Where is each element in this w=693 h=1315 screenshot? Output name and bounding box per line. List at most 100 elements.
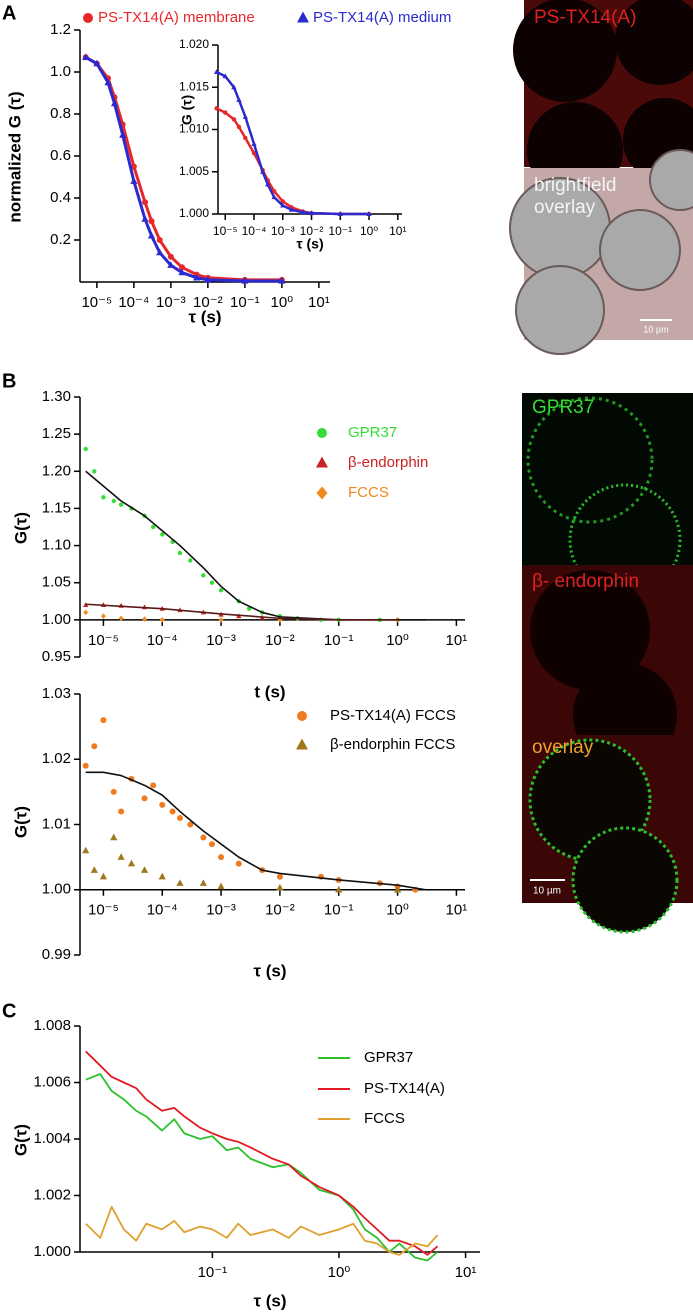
marker-diamond <box>277 616 283 623</box>
legend-label: β-endorphin FCCS <box>330 736 455 753</box>
marker-triangle <box>276 883 284 891</box>
marker-triangle <box>251 141 257 146</box>
marker-circle <box>177 550 183 556</box>
marker-circle <box>110 788 117 795</box>
legend-label: PS-TX14(A) membrane <box>98 9 255 26</box>
x-tick-label: 10⁻⁵ <box>81 294 112 311</box>
cell <box>615 0 693 85</box>
cell <box>599 209 681 291</box>
marker-triangle <box>140 866 149 873</box>
marker-circle <box>218 587 224 593</box>
cell <box>530 570 650 690</box>
marker-circle <box>101 495 106 500</box>
image-label: GPR37 <box>532 397 594 418</box>
y-tick-label: 1.10 <box>42 537 71 554</box>
x-tick-label: 10⁻¹ <box>324 902 354 919</box>
marker-circle <box>130 163 137 170</box>
series-line <box>85 603 398 621</box>
cell <box>649 149 693 211</box>
marker-circle <box>243 135 248 141</box>
x-tick-label: 10⁻⁴ <box>147 902 178 919</box>
marker-circle <box>214 106 219 111</box>
marker-triangle <box>300 209 306 215</box>
x-tick-label: 10⁻⁴ <box>242 224 267 238</box>
marker-triangle <box>82 53 90 60</box>
x-tick-label: 10¹ <box>389 224 406 238</box>
marker-triangle <box>147 231 156 239</box>
x-tick-label: 10⁰ <box>386 902 409 919</box>
marker-triangle <box>335 885 343 893</box>
marker-triangle <box>178 268 186 276</box>
series-line <box>85 1073 439 1262</box>
x-axis-label: τ (s) <box>188 307 221 326</box>
marker-diamond <box>142 616 147 622</box>
marker-diamond <box>218 616 224 623</box>
cell <box>526 396 654 524</box>
legend-marker <box>296 738 308 750</box>
marker-triangle <box>271 194 277 200</box>
marker-triangle <box>167 261 175 268</box>
chart: 0.99 1.00 1.01 1.02 1.03 10⁻⁵ 10⁻⁴ 10⁻³ 10⁻² 10⁻¹… <box>11 685 467 981</box>
panel-label: A <box>2 2 16 24</box>
y-tick-label: 1.015 <box>179 79 209 93</box>
y-tick-label: 1.05 <box>42 574 71 591</box>
marker-circle <box>160 532 165 537</box>
x-tick-label: 10⁻² <box>193 294 223 311</box>
marker-circle <box>169 808 176 815</box>
x-axis-label: τ (s) <box>253 961 286 980</box>
x-tick-label: 10⁻¹ <box>328 224 352 238</box>
marker-circle <box>142 199 149 206</box>
y-tick-label: 1.000 <box>33 1243 71 1260</box>
legend-label: PS-TX14(A) FCCS <box>330 707 456 724</box>
x-tick-label: 10⁰ <box>360 224 378 238</box>
marker-circle <box>83 446 88 452</box>
marker-circle <box>187 821 194 828</box>
y-tick-label: 0.6 <box>50 147 71 164</box>
marker-circle <box>156 237 163 243</box>
marker-circle <box>208 841 215 848</box>
legend-marker <box>316 486 328 500</box>
y-tick-label: 1.008 <box>33 1017 71 1034</box>
marker-circle <box>251 150 257 156</box>
y-tick-label: 1.20 <box>42 462 71 479</box>
marker-triangle <box>265 181 271 187</box>
y-axis-label: G(τ) <box>11 1124 30 1156</box>
y-axis-label: G(τ) <box>11 806 30 838</box>
x-tick-label: 10⁻⁵ <box>213 224 238 238</box>
series-line <box>85 771 426 891</box>
marker-circle <box>188 558 193 563</box>
x-tick-label: 10⁻¹ <box>324 632 354 649</box>
y-tick-label: 1.01 <box>42 815 71 832</box>
legend-label: GPR37 <box>348 424 397 441</box>
marker-circle <box>231 117 237 122</box>
marker-triangle <box>213 69 220 75</box>
marker-triangle <box>199 879 207 886</box>
cell <box>513 0 617 102</box>
y-tick-label: 1.020 <box>179 37 209 51</box>
x-tick-label: 10⁻² <box>300 224 324 238</box>
legend-marker <box>83 13 93 23</box>
x-tick-label: 10⁻⁵ <box>88 632 119 649</box>
panel-label: C <box>2 1000 16 1022</box>
image-label: brightfield <box>534 175 616 196</box>
x-tick-label: 10⁻⁴ <box>147 632 178 649</box>
marker-circle <box>91 743 98 750</box>
y-tick-label: 0.2 <box>50 231 71 248</box>
legend-label: FCCS <box>364 1110 405 1127</box>
image-green <box>522 393 693 565</box>
marker-triangle <box>236 97 242 102</box>
x-tick-label: 10¹ <box>455 1264 477 1281</box>
marker-triangle <box>156 248 164 256</box>
marker-circle <box>150 782 157 789</box>
marker-circle <box>236 124 242 130</box>
marker-circle <box>150 524 156 530</box>
marker-circle <box>100 717 107 724</box>
marker-circle <box>200 834 207 841</box>
y-tick-label: 0.8 <box>50 105 71 122</box>
series-line <box>85 1205 439 1256</box>
marker-diamond <box>159 616 165 623</box>
x-tick-label: 10⁻⁵ <box>88 902 119 919</box>
x-tick-label: 10⁻² <box>265 902 295 919</box>
marker-triangle <box>193 273 201 281</box>
marker-diamond <box>118 615 124 622</box>
